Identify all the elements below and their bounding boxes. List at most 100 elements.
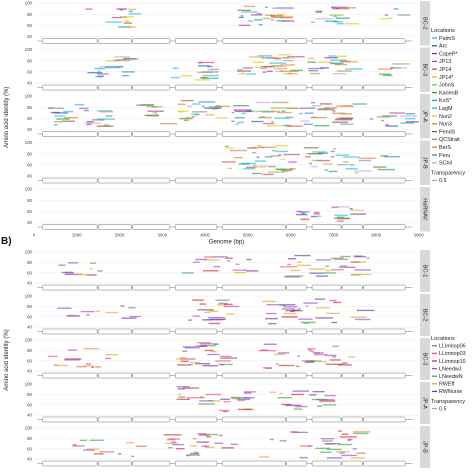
facet-label: HaRNAV — [422, 198, 428, 220]
facet-label: BC-2 — [422, 309, 428, 322]
legend-title: Locations — [431, 336, 455, 342]
orf-box — [311, 460, 342, 467]
orf-box — [42, 177, 98, 184]
orf-box — [286, 84, 308, 91]
orf-box — [341, 131, 363, 137]
orf-box — [341, 38, 363, 44]
y-tick-label: 80 — [27, 348, 32, 353]
orf-box — [286, 38, 308, 44]
orf-box — [221, 84, 286, 91]
legend-title: Locations — [431, 28, 455, 34]
y-tick-label: 40 — [27, 127, 32, 132]
legend-entry: RWEff — [439, 382, 455, 388]
y-tick-label: 60 — [27, 358, 32, 363]
orf-box — [42, 328, 98, 335]
orf-box — [132, 177, 171, 184]
x-tick-label: 6000 — [286, 233, 296, 238]
facet-strip — [420, 1, 430, 46]
facet-bc-3: 40 60 80 100 BC-3 — [25, 47, 430, 92]
orf-box — [341, 372, 363, 379]
orf-box — [363, 460, 406, 467]
facet-label: BC-3 — [422, 353, 428, 366]
orf-box — [363, 372, 406, 379]
legend-transparency-value: 0.5 — [439, 178, 447, 184]
panel-b-label: B) — [1, 236, 12, 247]
orf-box — [97, 224, 132, 230]
panel-a: 406080100BC-2406080100BC-3406080100JP-A4… — [4, 1, 465, 246]
y-tick-label: 40 — [27, 457, 32, 462]
facet-bc-1: 40 60 80 100 BC-1 — [25, 250, 430, 292]
y-tick-label: 100 — [25, 94, 33, 99]
orf-box — [221, 372, 286, 379]
orf-box — [97, 284, 132, 291]
orf-box — [311, 416, 342, 423]
legend-entry: Peru — [439, 153, 450, 159]
orf-box — [42, 38, 98, 44]
orf-box — [363, 416, 406, 423]
orf-box — [363, 224, 406, 230]
legend-entry: LNeedwJ — [439, 366, 462, 372]
orf-box — [42, 84, 98, 91]
y-tick-label: 100 — [25, 47, 33, 52]
legend-entry: LagM — [439, 106, 453, 112]
legend-entry: KaneoB — [439, 90, 459, 96]
orf-box — [286, 328, 308, 335]
y-tick-label: 80 — [27, 12, 32, 17]
x-axis-title: Genome (bp) — [209, 240, 244, 246]
orf-box — [286, 460, 308, 467]
orf-box — [363, 84, 406, 91]
orf-box — [341, 84, 363, 91]
orf-box — [221, 131, 286, 137]
y-tick-label: 40 — [27, 281, 32, 286]
orf-box — [174, 224, 218, 230]
orf-box — [174, 328, 218, 335]
facet-label: JP-A — [422, 397, 428, 409]
orf-box — [221, 416, 286, 423]
orf-box — [132, 84, 171, 91]
x-tick-label: 8000 — [371, 233, 381, 238]
orf-box — [341, 460, 363, 467]
legend-entry: RWNurse — [439, 389, 462, 395]
orf-box — [286, 177, 308, 184]
orf-box — [311, 84, 342, 91]
y-tick-label: 100 — [25, 1, 33, 6]
legend-entry: LLimnop10 — [439, 359, 466, 365]
orf-box — [42, 460, 98, 467]
orf-box — [132, 38, 171, 44]
y-tick-label: 80 — [27, 151, 32, 156]
orf-box — [286, 224, 308, 230]
orf-box — [97, 177, 132, 184]
y-tick-label: 100 — [25, 250, 33, 255]
y-tick-label: 80 — [27, 58, 32, 63]
y-tick-label: 40 — [27, 220, 32, 225]
legend-entry: JP13 — [439, 59, 451, 65]
orf-box — [311, 284, 342, 291]
orf-box — [174, 84, 218, 91]
facet-jp-a: 40 60 80 100 JP-A — [25, 94, 430, 139]
x-tick-label: 2000 — [115, 233, 125, 238]
legend-entry: PendS — [439, 129, 456, 135]
orf-box — [341, 284, 363, 291]
facet-label: JP-B — [422, 441, 428, 453]
y-axis-title: Amino acid identity (%) — [4, 87, 10, 148]
orf-box — [341, 328, 363, 335]
orf-box — [341, 224, 363, 230]
legend-entry: PalmS — [439, 36, 455, 42]
orf-box — [132, 284, 171, 291]
orf-box — [132, 131, 171, 137]
facet-strip — [420, 426, 430, 468]
orf-box — [97, 328, 132, 335]
y-tick-label: 80 — [27, 304, 32, 309]
y-tick-label: 60 — [27, 23, 32, 28]
orf-box — [97, 372, 132, 379]
orf-box — [132, 372, 171, 379]
y-tick-label: 60 — [27, 446, 32, 451]
panel-b: 406080100BC-1406080100BC-2406080100BC-34… — [4, 250, 466, 468]
orf-box — [286, 416, 308, 423]
y-tick-label: 40 — [27, 34, 32, 39]
facet-label: JP-A — [422, 110, 428, 122]
legend-transparency-value: 0.5 — [439, 406, 447, 412]
orf-box — [221, 328, 286, 335]
